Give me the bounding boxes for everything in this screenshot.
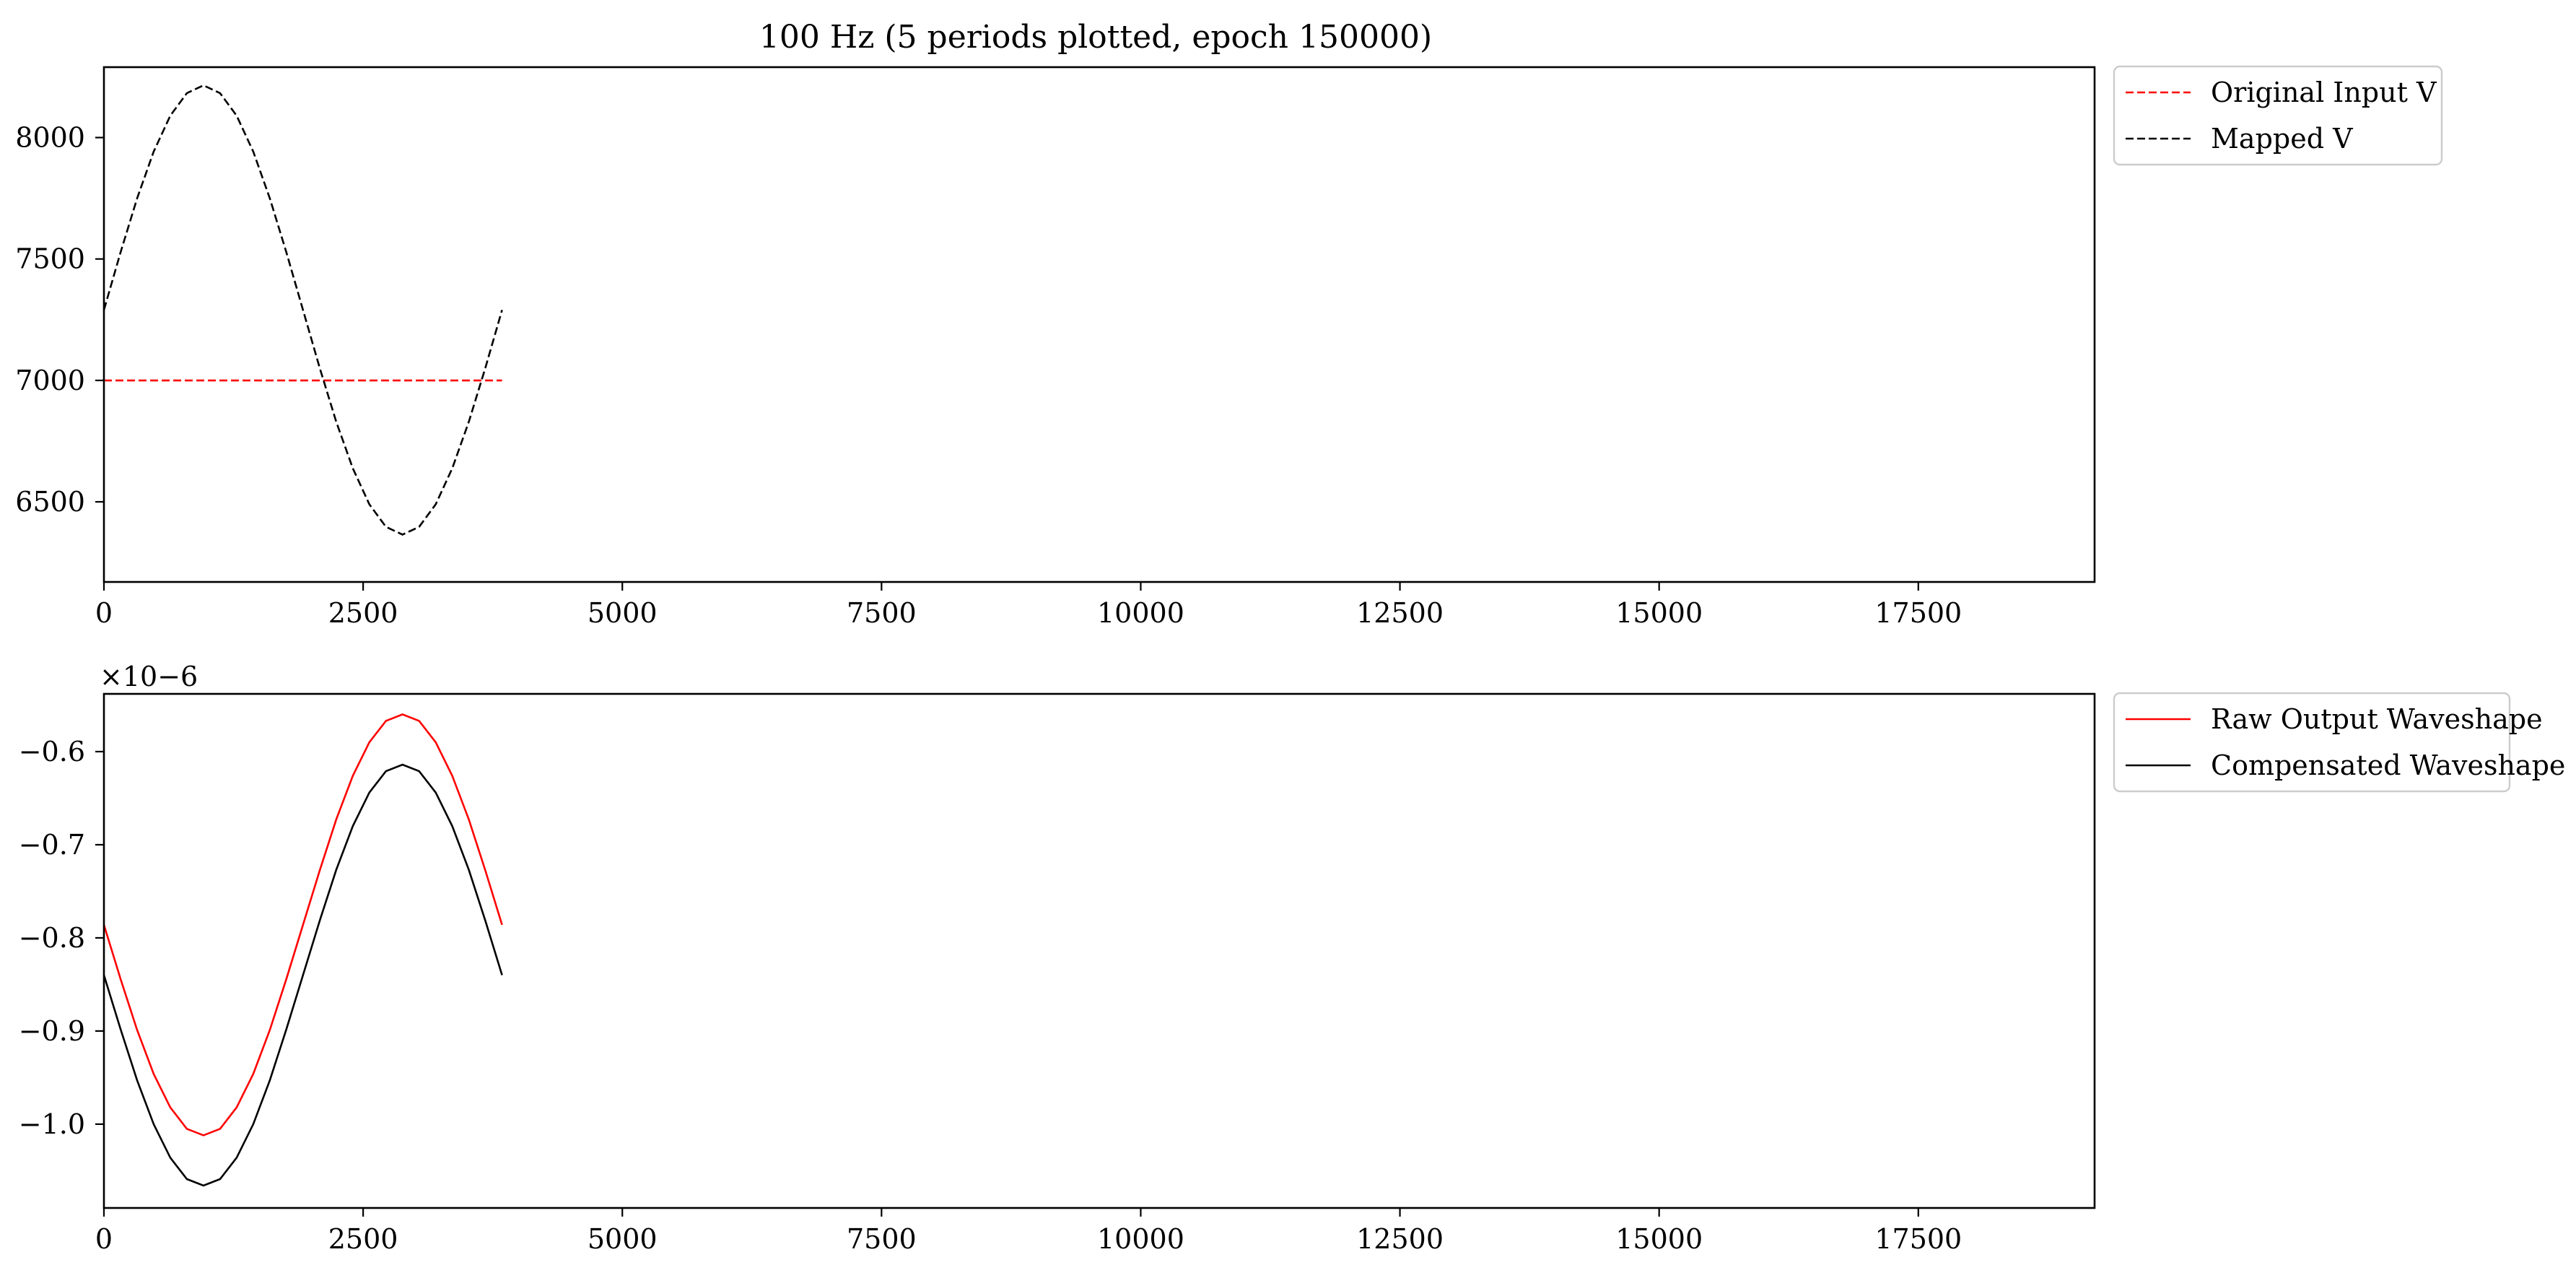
x-tick-label: 15000 — [1615, 597, 1703, 629]
x-tick-label: 17500 — [1874, 597, 1962, 629]
y-tick-label: −0.8 — [19, 922, 85, 954]
x-tick-label: 10000 — [1097, 597, 1184, 629]
top-plot-axes-frame — [102, 66, 2096, 583]
series-line-mapped-v — [102, 84, 503, 536]
bottom-plot-y-axis: −1.0 −0.9 −0.8 −0.7 −0.6 — [19, 736, 104, 1140]
x-tick-label: 17500 — [1874, 1223, 1962, 1255]
legend-label-compensated-waveshape: Compensated Waveshape — [2211, 749, 2565, 781]
x-tick-label: 12500 — [1356, 1223, 1444, 1255]
bottom-plot-series — [102, 713, 503, 1187]
top-plot-series — [102, 84, 503, 536]
top-plot-legend-box — [2113, 65, 2443, 166]
bottom-plot-scale-label: ×10−6 — [100, 661, 198, 692]
x-tick-label: 7500 — [847, 597, 917, 629]
x-tick-label: 2500 — [328, 597, 398, 629]
x-tick-label: 10000 — [1097, 1223, 1184, 1255]
bottom-plot-legend-box — [2113, 692, 2511, 793]
bottom-plot-axes-frame — [102, 692, 2096, 1209]
series-line-compensated-waveshape — [102, 763, 503, 1187]
x-tick-label: 5000 — [588, 597, 658, 629]
y-tick-label: 6500 — [15, 486, 85, 518]
legend-label-raw-output-waveshape: Raw Output Waveshape — [2211, 703, 2543, 735]
bottom-plot-legend: Raw Output Waveshape Compensated Wavesha… — [2113, 692, 2565, 793]
legend-label-mapped-v: Mapped V — [2211, 123, 2353, 155]
y-tick-label: −0.7 — [19, 829, 85, 861]
top-plot-x-axis: 0 2500 5000 7500 10000 12500 15000 17500 — [95, 582, 1962, 629]
top-plot-legend: Original Input V Mapped V — [2113, 65, 2443, 166]
series-line-raw-output-waveshape — [102, 713, 503, 1136]
x-tick-label: 15000 — [1615, 1223, 1703, 1255]
x-tick-label: 5000 — [588, 1223, 658, 1255]
top-plot-title: 100 Hz (5 periods plotted, epoch 150000) — [759, 19, 1432, 56]
bottom-plot-panel: ×10−6 0 2500 5000 7500 10000 12500 15000 17500 … — [19, 661, 2566, 1255]
x-tick-label: 12500 — [1356, 597, 1444, 629]
bottom-plot-x-axis: 0 2500 5000 7500 10000 12500 15000 17500 — [95, 1208, 1962, 1255]
y-tick-label: 7000 — [15, 365, 85, 396]
y-tick-label: −0.6 — [19, 736, 85, 768]
x-tick-label: 2500 — [328, 1223, 398, 1255]
top-plot-panel: 100 Hz (5 periods plotted, epoch 150000)… — [15, 19, 2443, 629]
x-tick-label: 0 — [95, 1223, 113, 1255]
top-plot-y-axis: 6500 7000 7500 8000 — [15, 122, 104, 518]
y-tick-label: 7500 — [15, 243, 85, 275]
legend-label-original-input-v: Original Input V — [2211, 77, 2437, 108]
x-tick-label: 0 — [95, 597, 113, 629]
y-tick-label: −1.0 — [19, 1108, 85, 1140]
x-tick-label: 7500 — [847, 1223, 917, 1255]
y-tick-label: 8000 — [15, 122, 85, 154]
y-tick-label: −0.9 — [19, 1015, 85, 1047]
